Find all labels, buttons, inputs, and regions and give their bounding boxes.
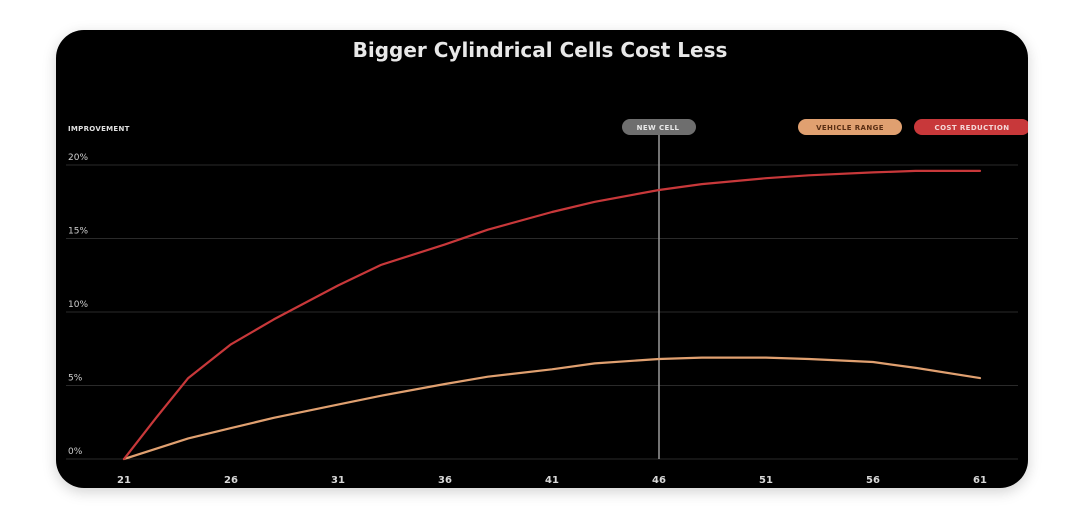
legend-label: COST REDUCTION bbox=[935, 124, 1010, 132]
x-tick-label: 56 bbox=[866, 475, 880, 486]
x-tick-label: 41 bbox=[545, 475, 559, 486]
y-tick-label: 20% bbox=[68, 153, 88, 163]
legend: VEHICLE RANGE COST REDUCTION bbox=[798, 119, 1028, 135]
chart-frame: Bigger Cylindrical Cells Cost Less 0% 5% 1… bbox=[56, 30, 1028, 488]
marker-pill bbox=[622, 119, 696, 135]
marker-line-group: NEW CELL bbox=[622, 119, 696, 459]
marker-label: NEW CELL bbox=[637, 124, 680, 132]
x-tick-label: 46 bbox=[652, 475, 666, 486]
y-tick-label: 0% bbox=[68, 447, 83, 457]
x-tick-label: 21 bbox=[117, 475, 131, 486]
legend-pill bbox=[798, 119, 902, 135]
legend-label: VEHICLE RANGE bbox=[816, 124, 884, 132]
axes: 0% 5% 10% 15% 20% IMPROVEMENT 21 26 31 36 41 46 51 56… bbox=[68, 125, 987, 486]
grid-lines bbox=[66, 164, 1018, 460]
y-tick-label: 5% bbox=[68, 374, 83, 384]
chart-title: Bigger Cylindrical Cells Cost Less bbox=[352, 38, 728, 62]
y-tick-label: 10% bbox=[68, 300, 88, 310]
x-tick-label: 51 bbox=[759, 475, 773, 486]
series-line-cost-reduction bbox=[122, 169, 982, 461]
x-tick-label: 61 bbox=[973, 475, 987, 486]
y-axis-label: IMPROVEMENT bbox=[68, 125, 130, 133]
series-group bbox=[122, 169, 982, 461]
x-tick-label: 26 bbox=[224, 475, 238, 486]
x-tick-label: 31 bbox=[331, 475, 345, 486]
series-line-vehicle-range bbox=[122, 356, 982, 461]
line-chart: 0% 5% 10% 15% 20% IMPROVEMENT 21 26 31 36 41 46 51 56… bbox=[66, 119, 1028, 486]
y-tick-label: 15% bbox=[68, 227, 88, 237]
legend-pill bbox=[914, 119, 1028, 135]
x-tick-label: 36 bbox=[438, 475, 452, 486]
